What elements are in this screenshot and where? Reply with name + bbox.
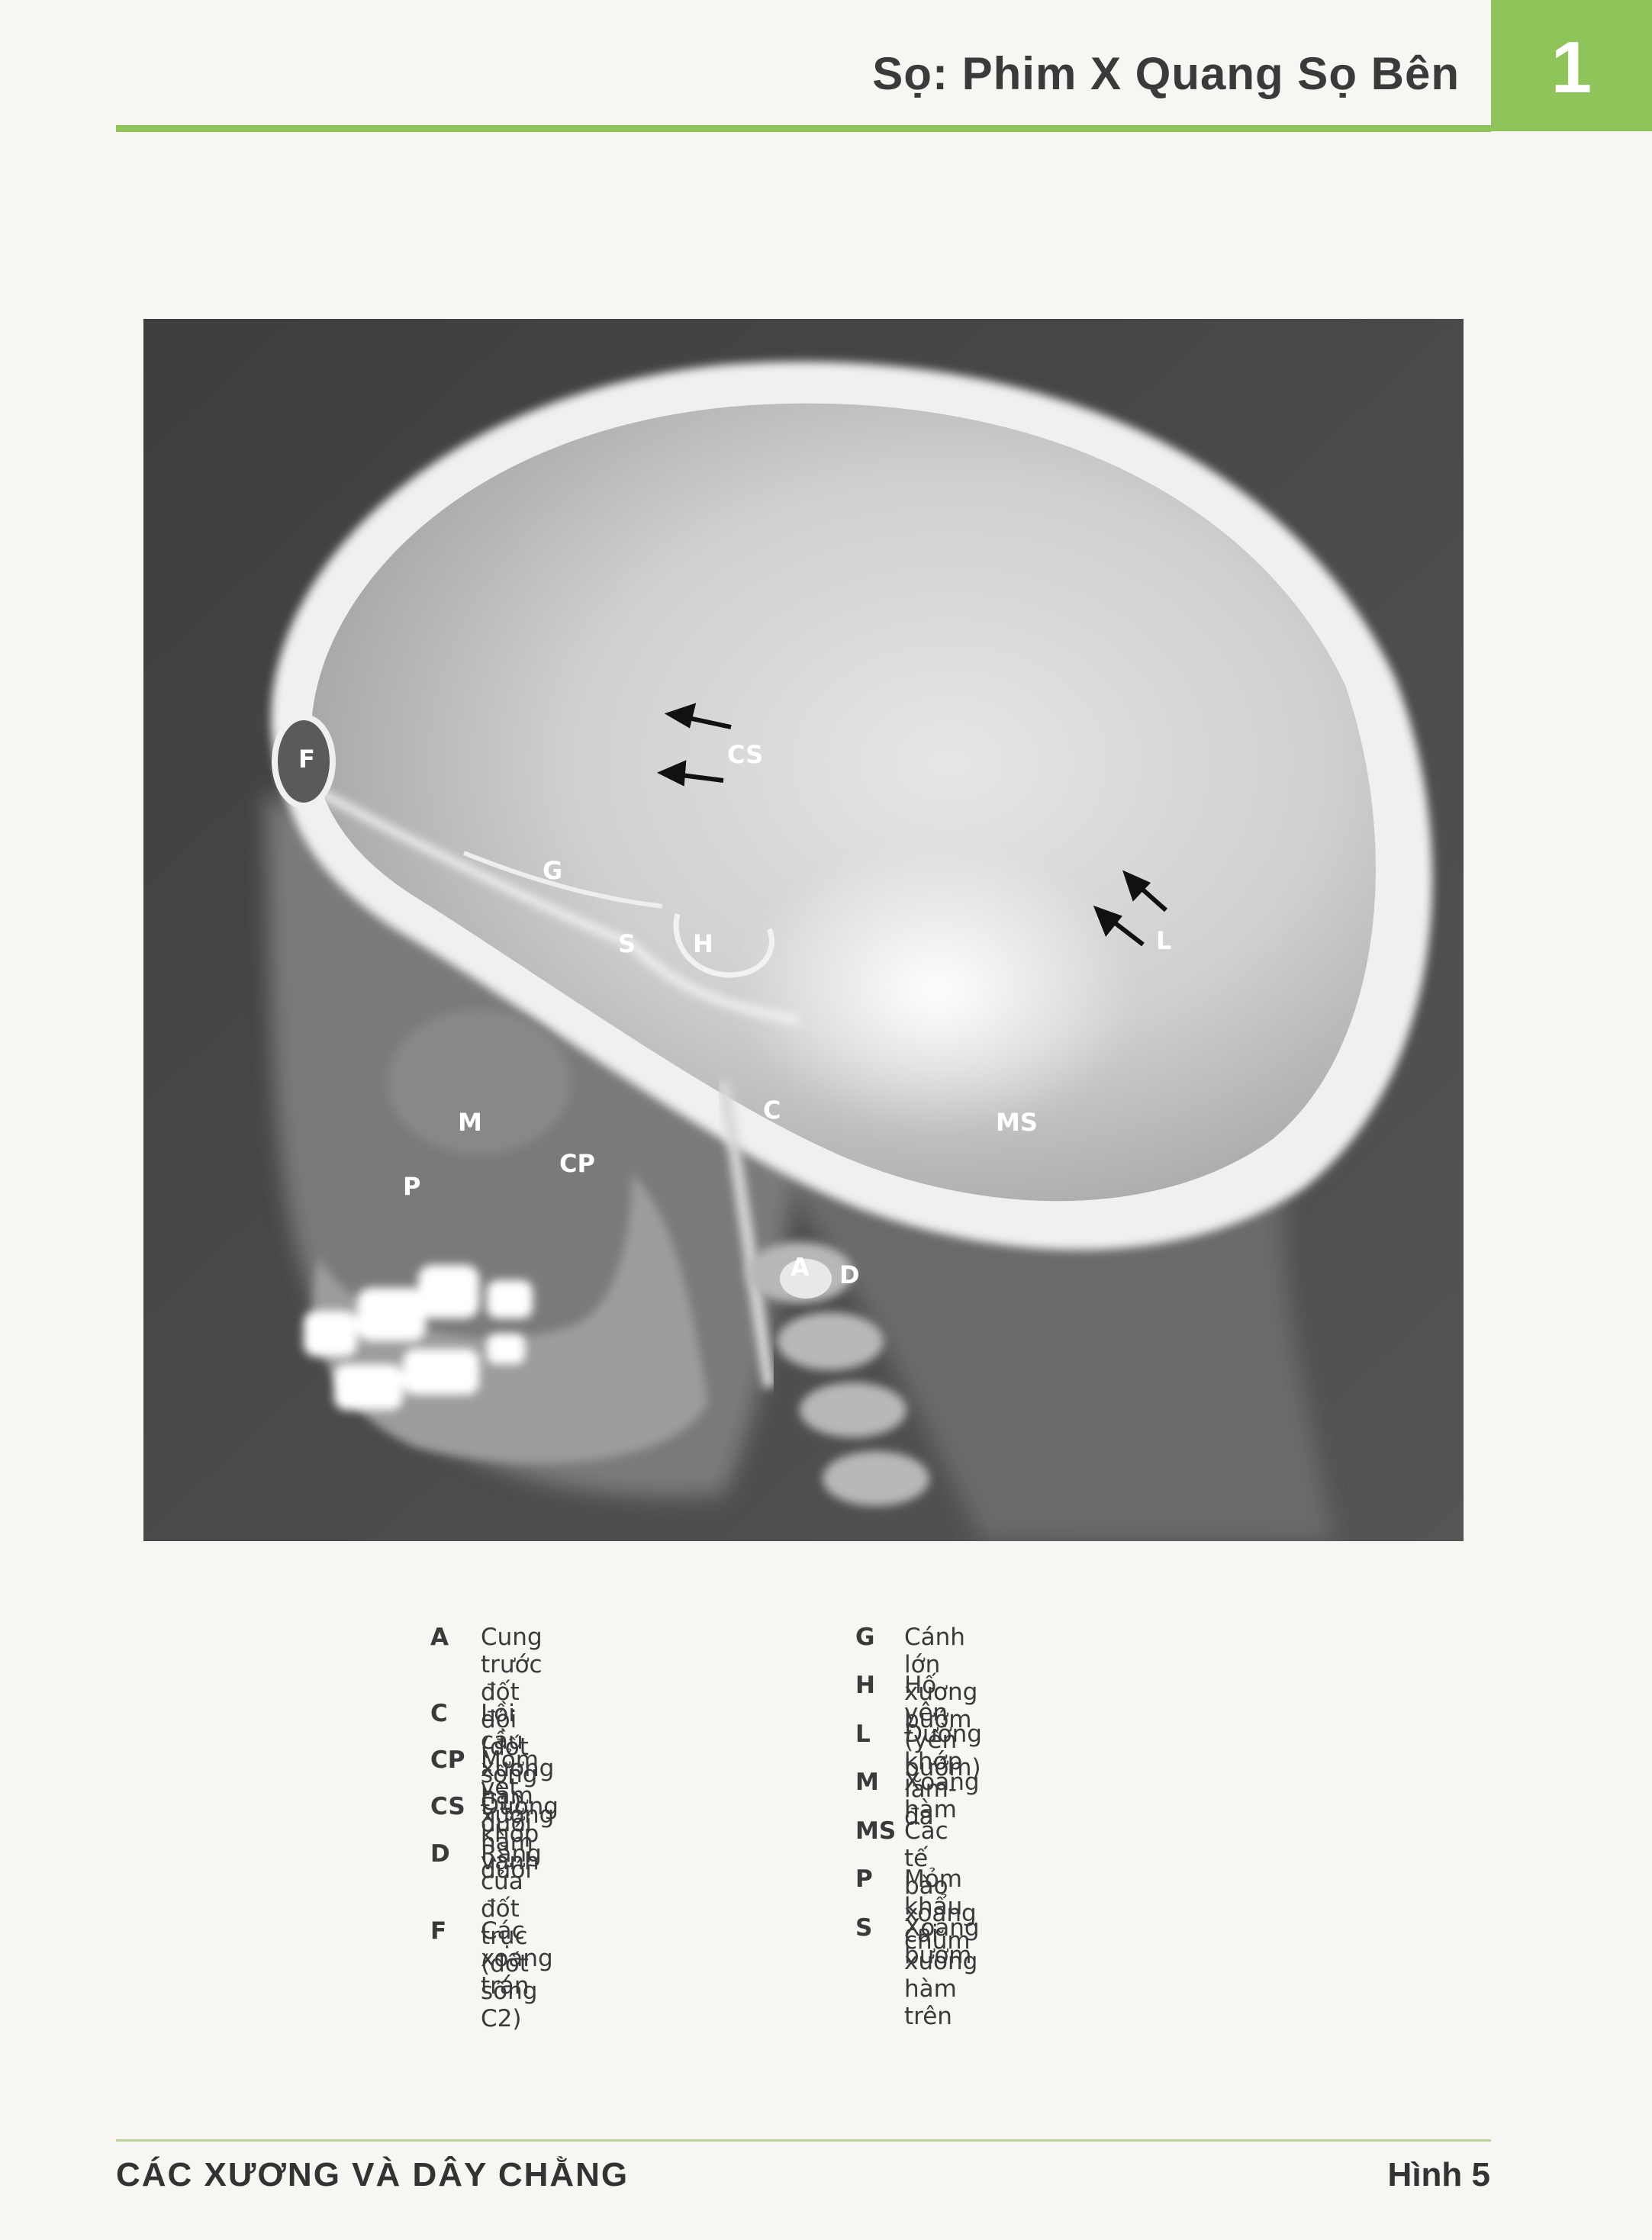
xray-label-cp: CP bbox=[559, 1149, 595, 1178]
legend-text: Cánh lớn xương bướm bbox=[904, 1624, 978, 1733]
legend-text: Cung trước đốt đội (đốt sống C1) bbox=[481, 1624, 543, 1816]
legend-left-column: A Cung trước đốt đội (đốt sống C1) C Lồi… bbox=[430, 1624, 827, 2032]
legend-code: A bbox=[430, 1624, 449, 1651]
legend-code: H bbox=[855, 1672, 875, 1699]
legend-code: P bbox=[855, 1865, 873, 1893]
xray-label-cs: CS bbox=[727, 740, 764, 769]
legend-right-column: G Cánh lớn xương bướm H Hố yên (yên bướm… bbox=[855, 1624, 1328, 2030]
legend-text: Các tế bào xoang chũm bbox=[904, 1817, 977, 1955]
xray-label-m: M bbox=[458, 1108, 482, 1137]
legend-text: Xoang bướm bbox=[904, 1914, 980, 1969]
xray-label-ms: MS bbox=[996, 1108, 1038, 1137]
legend-code: D bbox=[430, 1840, 450, 1868]
xray-label-f: F bbox=[298, 745, 315, 774]
xray-label-h: H bbox=[693, 929, 713, 958]
legend-text: Xoang hàm bbox=[904, 1769, 980, 1823]
legend-text: Đường khớp lăm-đa bbox=[904, 1720, 982, 1830]
lateral-skull-xray: F CS G S H L C M MS CP P A D bbox=[143, 319, 1464, 1541]
xray-label-a: A bbox=[791, 1253, 810, 1282]
legend-code: L bbox=[855, 1720, 871, 1748]
legend-code: S bbox=[855, 1914, 873, 1942]
legend-text: Các xoang trán bbox=[481, 1917, 553, 2000]
xray-label-l: L bbox=[1156, 926, 1172, 955]
xray-image bbox=[143, 319, 1464, 1541]
xray-label-s: S bbox=[618, 929, 636, 958]
legend-text: Hố yên (yên bướm) bbox=[904, 1672, 981, 1781]
page-title: Sọ: Phim X Quang Sọ Bên bbox=[872, 48, 1460, 99]
footer-divider bbox=[116, 2139, 1491, 2142]
legend-code: CS bbox=[430, 1793, 465, 1820]
legend-text: Mỏm vẹt xương hàm dưới bbox=[481, 1746, 555, 1884]
xray-label-d: D bbox=[839, 1260, 860, 1289]
chapter-number: 1 bbox=[1551, 27, 1592, 108]
legend-code: F bbox=[430, 1917, 447, 1945]
xray-label-g: G bbox=[543, 856, 563, 885]
legend-code: MS bbox=[855, 1817, 897, 1845]
footer-section-title: CÁC XƯƠNG VÀ DÂY CHẰNG bbox=[116, 2156, 630, 2193]
xray-label-p: P bbox=[403, 1172, 421, 1201]
legend-code: G bbox=[855, 1624, 875, 1651]
legend-code: CP bbox=[430, 1746, 465, 1774]
legend-text: Lồi cầu xương hàm dưới bbox=[481, 1700, 555, 1837]
legend-code: M bbox=[855, 1769, 879, 1796]
xray-label-c: C bbox=[763, 1096, 781, 1125]
header-divider bbox=[116, 125, 1491, 132]
legend-text: Đường khớp vành bbox=[481, 1793, 559, 1875]
chapter-badge: 1 bbox=[1491, 0, 1652, 131]
legend-code: C bbox=[430, 1700, 448, 1727]
legend-text: Mỏm khẩu cái xương hàm trên bbox=[904, 1865, 978, 2030]
legend-text: Răng của đốt trục (đốt sống C2) bbox=[481, 1840, 542, 2032]
footer-figure-ref: Hình 5 bbox=[1387, 2156, 1490, 2193]
